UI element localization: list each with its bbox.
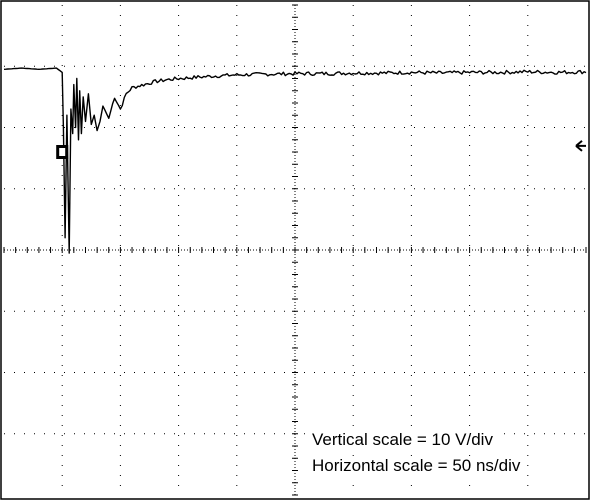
trigger-level-arrow [575,140,586,152]
marker-layer [56,140,586,159]
horizontal-scale-annotation: Horizontal scale = 50 ns/div [310,456,523,476]
trace-line [3,67,587,254]
trace-layer [3,67,587,254]
graticule [3,4,587,496]
vertical-scale-annotation: Vertical scale = 10 V/div [310,430,495,450]
channel-marker-inner [59,148,66,156]
